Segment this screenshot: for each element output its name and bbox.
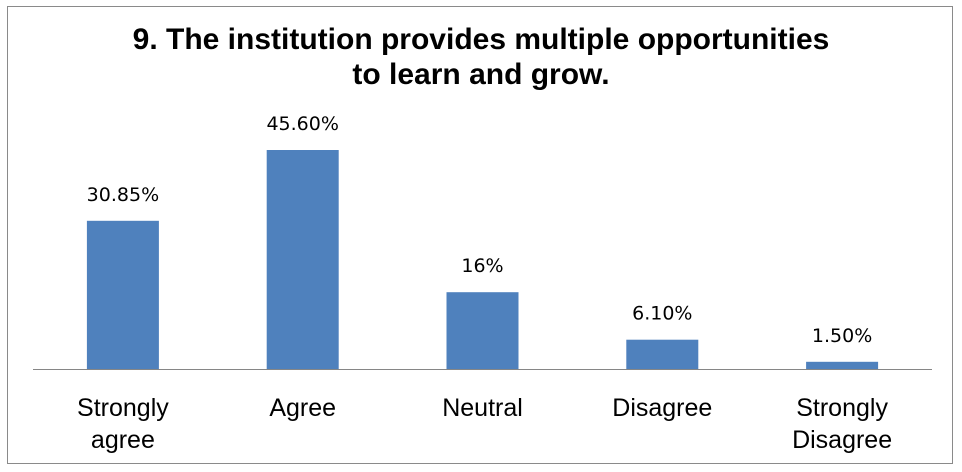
data-label-0: 30.85% bbox=[87, 184, 159, 206]
bar-0 bbox=[86, 220, 159, 369]
category-label-1-line-0: Agree bbox=[269, 394, 336, 422]
chart-frame bbox=[7, 6, 953, 464]
bar-1 bbox=[266, 150, 339, 369]
category-label-0-line-1: agree bbox=[91, 426, 155, 454]
data-label-1: 45.60% bbox=[266, 113, 338, 135]
data-label-3: 6.10% bbox=[632, 303, 692, 325]
data-label-2: 16% bbox=[461, 255, 503, 277]
bar-3 bbox=[626, 339, 699, 369]
chart-title-line-1: 9. The institution provides multiple opp… bbox=[132, 23, 830, 56]
chart-title-line-2: to learn and grow. bbox=[352, 58, 610, 91]
category-label-4-line-0: Strongly bbox=[796, 394, 888, 422]
category-label-3-line-0: Disagree bbox=[612, 394, 712, 422]
bar-2 bbox=[446, 292, 519, 369]
bar-4 bbox=[806, 361, 879, 369]
data-label-4: 1.50% bbox=[812, 325, 872, 347]
category-label-4-line-1: Disagree bbox=[792, 426, 892, 454]
category-label-0-line-0: Strongly bbox=[77, 394, 169, 422]
category-label-2-line-0: Neutral bbox=[442, 394, 523, 422]
chart-title: 9. The institution provides multiple opp… bbox=[0, 22, 962, 92]
